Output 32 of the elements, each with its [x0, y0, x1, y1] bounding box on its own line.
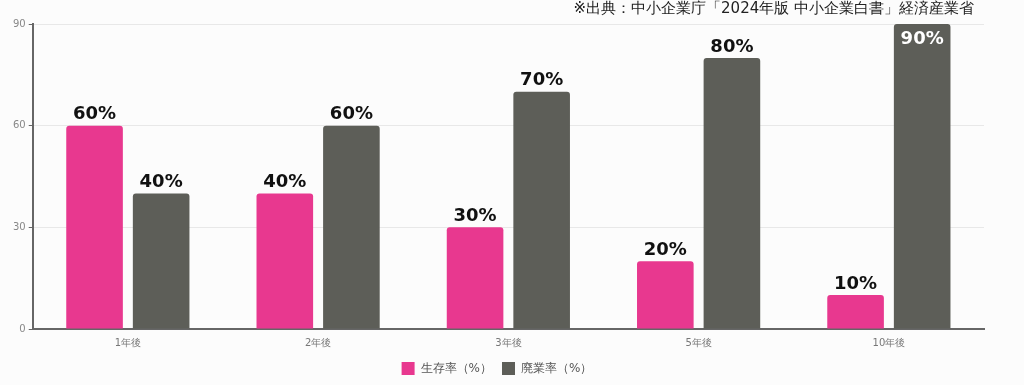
text: ※出典：中小企業庁「2024年版 中小企業白書」経済産業省	[573, 0, 974, 18]
y-tick-label: 30	[12, 220, 26, 232]
x-tick-label: 3年後	[495, 336, 522, 348]
bar	[323, 125, 380, 329]
y-tick-label: 60	[12, 119, 26, 131]
legend-label: 生存率（%）	[420, 360, 492, 375]
data-label: 30%	[453, 204, 497, 226]
data-label: 90%	[900, 26, 944, 48]
bar	[446, 227, 504, 329]
bar	[132, 193, 190, 329]
x-tick-label: 1年後	[114, 336, 142, 348]
bar	[827, 295, 884, 329]
bar	[513, 91, 570, 329]
bar	[66, 125, 123, 329]
data-label: 60%	[73, 102, 117, 124]
x-tick-label: 10年後	[872, 336, 906, 348]
x-tick-label: 5年後	[685, 336, 712, 348]
y-tick-label: 0	[19, 322, 26, 334]
bar	[637, 261, 694, 329]
data-label: 80%	[710, 34, 754, 56]
legend-label: 廃業率（%）	[521, 360, 593, 375]
data-label: 70%	[520, 68, 564, 90]
data-label: 20%	[643, 237, 687, 259]
data-label: 10%	[834, 271, 878, 293]
bar	[256, 193, 314, 329]
y-tick-label: 90	[12, 17, 26, 29]
data-label: 40%	[139, 170, 183, 192]
data-label: 40%	[263, 170, 307, 192]
data-label: 60%	[329, 102, 373, 124]
bar	[703, 57, 761, 329]
bar	[893, 24, 951, 329]
x-tick-label: 2年後	[304, 336, 332, 348]
